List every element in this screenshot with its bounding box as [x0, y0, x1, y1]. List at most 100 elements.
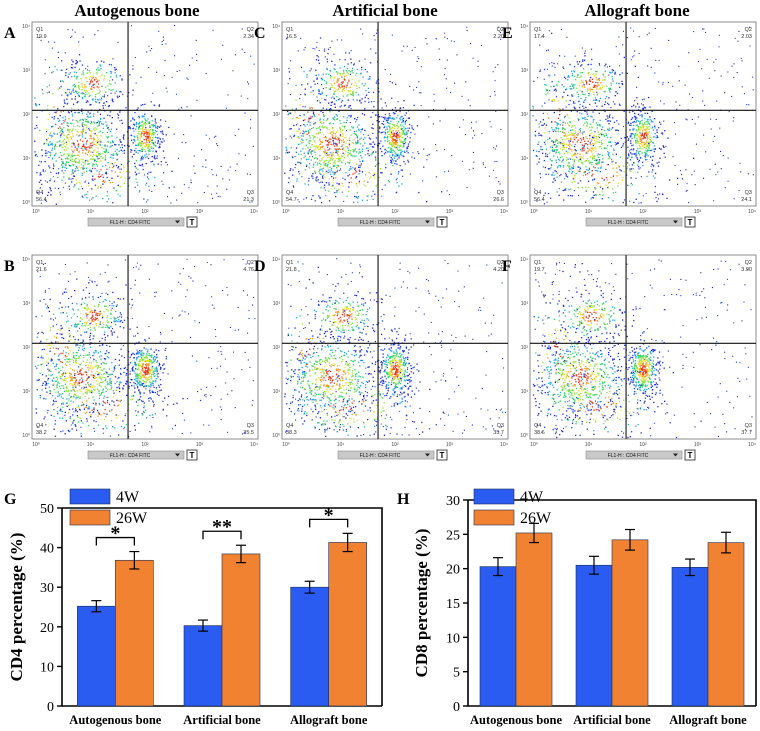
flow-plot-frame [529, 21, 757, 207]
bar-26w [611, 539, 649, 707]
x-tick-label: 10⁴ [748, 209, 756, 215]
bar-26w [221, 553, 261, 707]
y-tick-label: 10³ [23, 301, 31, 307]
y-tick-label: 10² [23, 345, 31, 351]
transform-button[interactable] [684, 216, 696, 228]
flow-density-dots [34, 258, 256, 438]
y-tick-label: 10⁰ [272, 200, 280, 206]
axis-parameter-label: FL1-H : CD4 FITC [110, 220, 151, 226]
quadrant-q2-label: Q2 [497, 260, 504, 266]
axis-parameter-label: FL1-H : CD4 FITC [608, 453, 649, 459]
x-tick-label: 10¹ [585, 442, 593, 448]
flow-density-dots [284, 26, 505, 204]
quadrant-q4-label: Q4 [36, 190, 43, 196]
quadrant-q2-value: 4.20 [493, 267, 504, 273]
quadrant-q3-label: Q3 [497, 423, 504, 429]
flow-density-dots [532, 26, 754, 205]
transform-button-label: T [190, 451, 195, 460]
x-tick-label: 10¹ [337, 442, 345, 448]
y-tick-label: 0 [47, 700, 54, 715]
category-label: Autogenous bone [470, 713, 562, 727]
x-tick-label: 10¹ [337, 209, 345, 215]
x-tick-label: 10¹ [87, 209, 95, 215]
bar-4w [479, 566, 517, 707]
x-tick-label: 10² [391, 209, 399, 215]
y-tick-label: 10² [273, 112, 281, 118]
quadrant-q3-value: 26.6 [493, 197, 504, 203]
quadrant-q3-value: 24.1 [741, 197, 752, 203]
quadrant-q3-label: Q3 [497, 190, 504, 196]
y-tick-label: 10³ [521, 301, 529, 307]
bar-26w [707, 542, 745, 707]
transform-button[interactable] [186, 216, 198, 228]
x-tick-label: 10³ [196, 442, 204, 448]
y-tick-label: 10³ [521, 68, 529, 74]
chart-frame [62, 507, 383, 706]
flow-plot-frame [281, 254, 509, 440]
y-tick-label: 10¹ [521, 389, 529, 395]
panel-letter-b: B [4, 258, 15, 275]
axis-parameter-dropdown[interactable] [337, 217, 435, 227]
y-tick-label: 10⁰ [22, 433, 30, 439]
x-tick-label: 10³ [446, 442, 454, 448]
quadrant-q4-value: 38.2 [36, 430, 47, 436]
panel-letter-a: A [4, 25, 16, 42]
axis-parameter-dropdown[interactable] [585, 217, 683, 227]
axis-parameter-dropdown[interactable] [585, 450, 683, 460]
axis-parameter-dropdown[interactable] [87, 217, 185, 227]
y-tick-label: 20 [446, 563, 460, 578]
y-tick-label: 10 [40, 660, 54, 675]
y-tick-label: 10⁰ [22, 200, 30, 206]
quadrant-q3-value: 35.5 [243, 430, 254, 436]
dropdown-arrow-icon [425, 453, 430, 457]
y-tick-label: 10¹ [23, 389, 31, 395]
axis-parameter-dropdown[interactable] [337, 450, 435, 460]
quadrant-q1-value: 17.4 [534, 34, 545, 40]
transform-button[interactable] [436, 449, 448, 461]
y-tick-label: 10 [446, 631, 460, 646]
quadrant-q1-value: 19.9 [36, 34, 47, 40]
quadrant-q3-label: Q3 [745, 190, 752, 196]
quadrant-q1-label: Q1 [36, 27, 43, 33]
dropdown-arrow-icon [673, 453, 678, 457]
legend-swatch-26w [69, 509, 111, 526]
quadrant-q1-value: 21.8 [286, 267, 297, 273]
y-tick-label: 10³ [273, 301, 281, 307]
panel-letter-d: D [254, 258, 266, 275]
dropdown-arrow-icon [425, 220, 430, 224]
x-tick-label: 10⁰ [32, 209, 40, 215]
significance-bracket [95, 536, 135, 546]
quadrant-q4-label: Q4 [286, 190, 293, 196]
chart-frame [468, 499, 757, 706]
axis-parameter-dropdown[interactable] [87, 450, 185, 460]
y-tick-label: 10³ [23, 68, 31, 74]
quadrant-q4-value: 56.4 [534, 197, 545, 203]
transform-button[interactable] [186, 449, 198, 461]
quadrant-q1-label: Q1 [534, 260, 541, 266]
transform-button-label: T [688, 218, 693, 227]
category-label: Autogenous bone [69, 713, 161, 727]
y-axis-label: CD8 percentage (%) [412, 529, 431, 678]
transform-button[interactable] [436, 216, 448, 228]
quadrant-q4-label: Q4 [286, 423, 293, 429]
legend-swatch-4w [473, 488, 515, 505]
x-tick-label: 10⁴ [250, 442, 258, 448]
quadrant-q3-value: 37.7 [741, 430, 752, 436]
quadrant-q1-value: 16.5 [286, 34, 297, 40]
transform-button[interactable] [684, 449, 696, 461]
dropdown-arrow-icon [175, 220, 180, 224]
x-tick-label: 10⁰ [530, 442, 538, 448]
bar-26w [328, 542, 367, 707]
quadrant-q2-label: Q2 [247, 260, 254, 266]
quadrant-q4-value: 54.7 [286, 197, 297, 203]
quadrant-q2-value: 2.20 [493, 34, 504, 40]
bar-4w [575, 564, 613, 707]
cd8-bar-chart: H 0 5 10 15 20 25 30 CD8 percentage (%) Autogeno… [397, 488, 757, 727]
y-tick-label: 30 [40, 581, 54, 596]
x-tick-label: 10⁰ [282, 442, 290, 448]
legend-swatch-26w [473, 509, 515, 526]
